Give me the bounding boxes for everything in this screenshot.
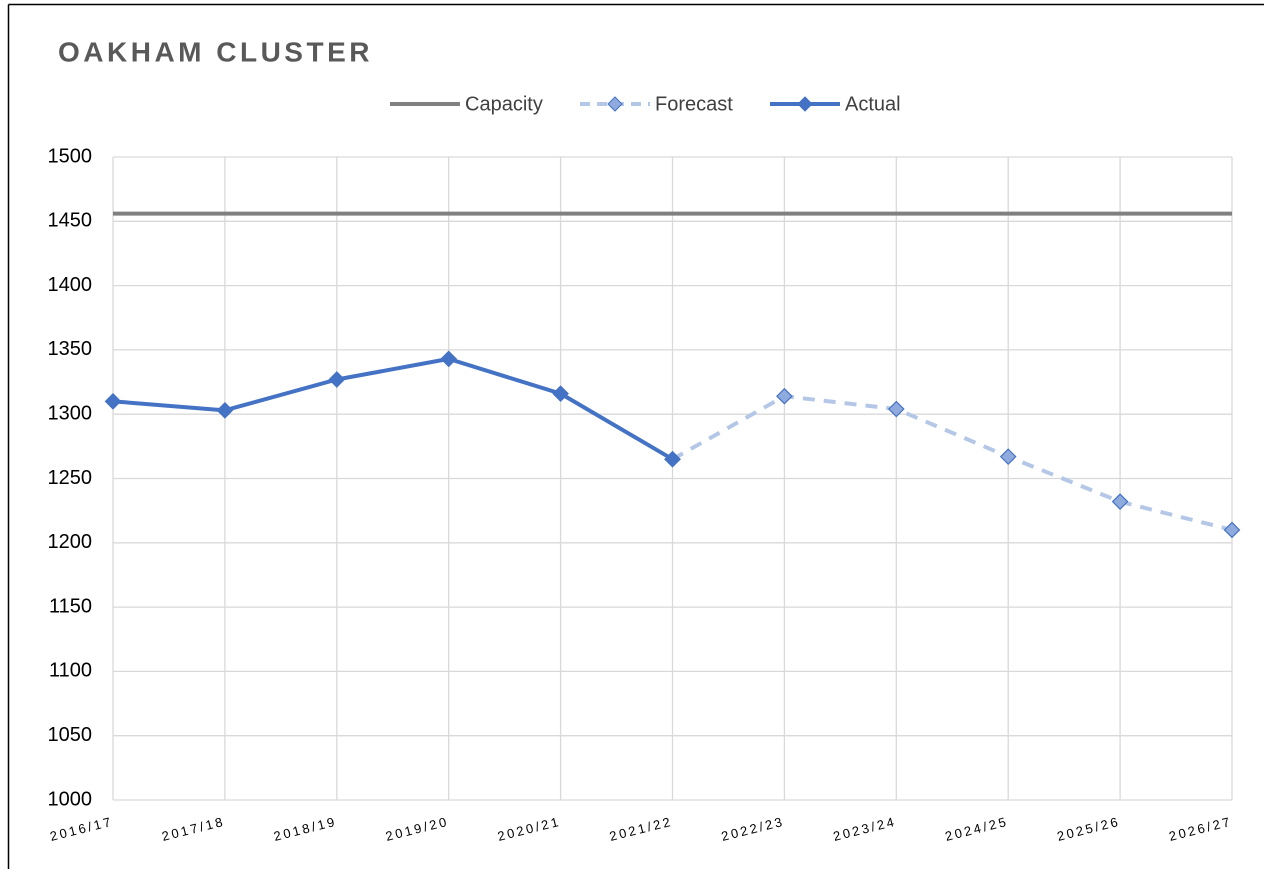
data-point	[104, 392, 122, 410]
data-point	[887, 400, 905, 418]
legend-label: Capacity	[465, 93, 543, 115]
x-tick-label: 2025/26	[1055, 814, 1121, 844]
data-point	[1223, 521, 1241, 539]
x-tick-label: 2018/19	[272, 814, 338, 844]
legend-marker	[797, 96, 813, 112]
x-tick-label: 2016/17	[48, 814, 114, 844]
data-point	[328, 371, 346, 388]
y-tick-label: 1350	[48, 338, 93, 360]
y-tick-label: 1050	[48, 724, 93, 746]
series-line	[112, 356, 674, 461]
x-tick-label: 2022/23	[720, 814, 786, 844]
data-point	[664, 450, 681, 468]
y-tick-label: 1400	[48, 274, 93, 296]
y-tick-label: 1150	[49, 595, 92, 617]
y-tick-label: 1200	[48, 531, 93, 553]
x-tick-label: 2024/25	[944, 814, 1010, 844]
data-point	[216, 401, 234, 419]
chart-title: OAKHAM CLUSTER	[58, 36, 373, 67]
legend-label: Actual	[845, 93, 901, 115]
series-line	[671, 394, 1233, 532]
x-tick-label: 2021/22	[608, 814, 674, 844]
x-tick-label: 2020/21	[496, 814, 562, 844]
x-tick-label: 2017/18	[160, 814, 226, 844]
y-tick-label: 1100	[49, 660, 92, 682]
data-point	[552, 385, 569, 402]
data-point	[1111, 493, 1129, 510]
y-tick-label: 1450	[48, 210, 93, 232]
x-tick-label: 2023/24	[832, 814, 898, 844]
y-tick-label: 1500	[48, 145, 93, 167]
y-tick-label: 1000	[48, 788, 93, 810]
x-tick-label: 2019/20	[384, 814, 450, 844]
x-tick-label: 2026/27	[1167, 814, 1233, 844]
y-tick-label: 1250	[48, 467, 93, 489]
legend-label: Forecast	[655, 93, 733, 115]
legend-marker	[607, 96, 623, 112]
y-tick-label: 1300	[48, 402, 93, 424]
data-point	[999, 448, 1017, 465]
data-point	[440, 350, 458, 368]
data-point	[776, 387, 793, 405]
